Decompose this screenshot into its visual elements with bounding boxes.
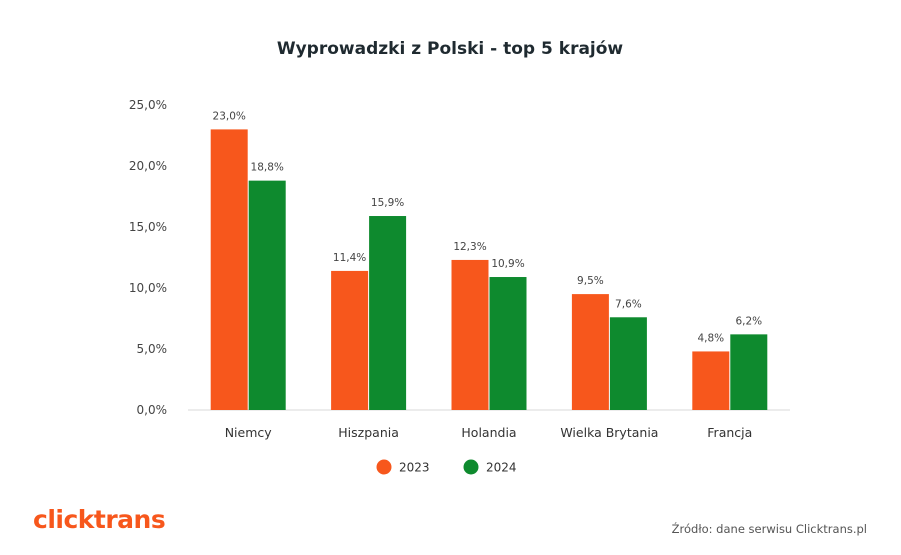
y-tick-label: 5,0% <box>137 342 168 356</box>
legend-label-2023: 2023 <box>399 461 430 475</box>
bar-2023-holandia <box>451 259 489 410</box>
legend-marker-2023 <box>376 459 392 475</box>
x-tick-label: Hiszpania <box>338 425 399 440</box>
bar-2023-niemcy <box>210 129 248 410</box>
data-label: 6,2% <box>735 315 762 327</box>
x-tick-label: Francja <box>707 425 752 440</box>
legend-label-2024: 2024 <box>486 461 517 475</box>
bar-2024-hiszpania <box>369 216 407 410</box>
y-tick-label: 10,0% <box>129 281 167 295</box>
legend: 2023 2024 <box>376 459 517 475</box>
x-tick-label: Holandia <box>461 425 516 440</box>
y-tick-label: 20,0% <box>129 159 167 173</box>
y-tick-label: 15,0% <box>129 220 167 234</box>
bar-2023-wielka-brytania <box>571 294 609 410</box>
clicktrans-logo: clicktrans <box>33 505 166 534</box>
data-label: 15,9% <box>371 197 404 209</box>
data-label: 11,4% <box>333 252 366 264</box>
y-tick-label: 25,0% <box>129 98 167 112</box>
y-tick-label: 0,0% <box>137 403 168 417</box>
chart-title: Wyprowadzki z Polski - top 5 krajów <box>277 39 624 59</box>
data-label: 9,5% <box>577 275 604 287</box>
bar-2024-wielka-brytania <box>609 317 647 410</box>
bar-2024-holandia <box>489 277 527 410</box>
x-tick-label: Wielka Brytania <box>560 425 658 440</box>
data-label: 12,3% <box>453 241 486 253</box>
data-label: 23,0% <box>213 110 246 122</box>
x-tick-label: Niemcy <box>225 425 273 440</box>
bars: 23,0% 18,8% 11,4% 15,9% 12,3% 10,9% 9,5% 7,6% 4,… <box>210 110 768 410</box>
data-label: 7,6% <box>615 298 642 310</box>
data-label: 18,8% <box>251 162 284 174</box>
x-axis: Niemcy Hiszpania Holandia Wielka Brytania Fr… <box>225 425 753 440</box>
bar-2023-hiszpania <box>331 270 369 410</box>
bar-2024-francja <box>730 334 768 410</box>
source-note: Źródło: dane serwisu Clicktrans.pl <box>671 522 867 536</box>
y-axis: 0,0% 5,0% 10,0% 15,0% 20,0% 25,0% <box>129 98 167 417</box>
bar-2023-francja <box>692 351 730 410</box>
bar-2024-niemcy <box>248 180 286 410</box>
legend-marker-2024 <box>463 459 479 475</box>
data-label: 4,8% <box>697 332 724 344</box>
data-label: 10,9% <box>491 258 524 270</box>
